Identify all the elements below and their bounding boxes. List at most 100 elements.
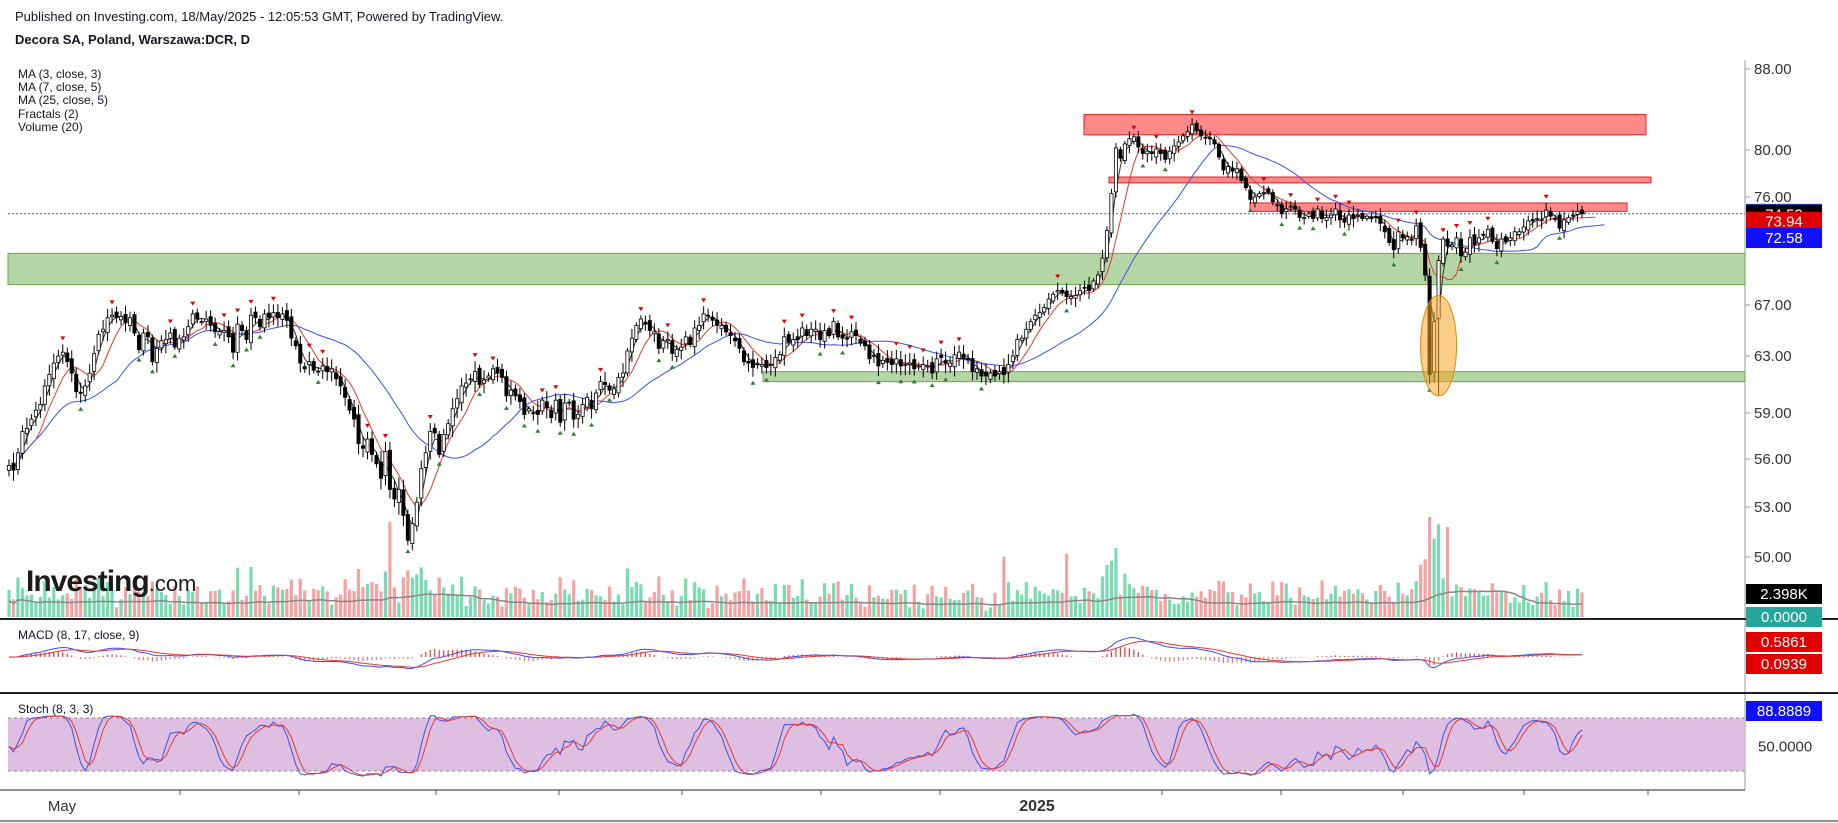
candle-body (818, 330, 823, 340)
candle-body (87, 372, 92, 383)
volume-bar (1405, 595, 1409, 617)
candle-body (1450, 244, 1455, 248)
volume-bar (970, 583, 975, 617)
study-ma-7[interactable]: MA (7, close, 5) (18, 80, 102, 94)
study-ma-25[interactable]: MA (25, close, 5) (18, 93, 109, 107)
candle-body (1230, 167, 1235, 172)
volume-bar (1056, 590, 1060, 617)
volume-bar (1248, 583, 1252, 617)
candle-body (840, 334, 845, 339)
volume-bar (159, 592, 163, 617)
candle-body (1158, 149, 1163, 154)
volume-bar (755, 593, 760, 617)
volume-bar (1441, 578, 1445, 617)
volume-bar (1356, 589, 1360, 617)
fractal-down-marker (1064, 308, 1070, 313)
candle-body (1037, 312, 1042, 318)
candle-body (1521, 226, 1526, 233)
volume-bar (1221, 581, 1226, 617)
study-fractals[interactable]: Fractals (2) (18, 107, 79, 121)
candle-body (603, 382, 608, 385)
volume-bar (1387, 596, 1391, 617)
candle-body (1476, 237, 1481, 244)
candle-body (585, 396, 590, 408)
macd-badge: 0.5861 (1761, 634, 1807, 651)
candle-body (629, 337, 634, 353)
candle-body (347, 399, 352, 411)
volume-bar (164, 595, 168, 617)
candle-body (894, 358, 899, 365)
volume-bar (764, 600, 768, 617)
candle-body (217, 331, 222, 336)
study-ma-3[interactable]: MA (3, close, 3) (18, 67, 102, 81)
candle-body (1535, 218, 1540, 221)
candle-body (576, 414, 581, 419)
volume-bar (1486, 595, 1490, 617)
candle-body (1311, 210, 1316, 220)
fractal-up-marker (365, 423, 371, 428)
candle-body (150, 337, 155, 363)
fractal-down-marker (557, 430, 563, 435)
volume-bar (419, 567, 423, 617)
study-volume[interactable]: Volume (20) (18, 120, 83, 134)
volume-bar (114, 607, 119, 617)
resistance-zone (1108, 176, 1652, 184)
candle-body (930, 362, 935, 374)
candle-body (1127, 138, 1132, 146)
candle-body (1338, 210, 1343, 221)
volume-bar (316, 590, 320, 617)
volume-bar (1266, 601, 1270, 617)
candle-body (925, 365, 930, 368)
candle-body (540, 399, 545, 412)
candle-body (970, 358, 975, 373)
volume-bar (1065, 553, 1069, 617)
candle-body (226, 326, 231, 338)
candle-body (1454, 237, 1459, 249)
volume-bar (688, 599, 692, 617)
candle-body (419, 468, 424, 499)
candle-body (598, 381, 603, 391)
fractal-down-marker (840, 350, 846, 355)
candle-body (979, 369, 984, 377)
fractal-down-marker (875, 380, 881, 385)
candle-body (1517, 231, 1522, 235)
volume-bar (1499, 591, 1503, 617)
volume-bar (356, 569, 361, 617)
stoch-title[interactable]: Stoch (8, 3, 3) (18, 702, 94, 716)
candle-body (1252, 196, 1257, 204)
price-tick-label: 76.00 (1754, 189, 1792, 206)
volume-bar (589, 590, 594, 617)
candle-body (168, 332, 173, 339)
fractal-down-marker (929, 383, 935, 388)
candle-body (29, 418, 34, 426)
price-badge-bg (1746, 228, 1822, 249)
candle-body (715, 319, 720, 326)
volume-bar (74, 578, 78, 617)
volume-bar (1414, 580, 1418, 617)
volume-bar (1477, 591, 1481, 617)
volume-bar (1069, 596, 1073, 617)
candle-body (459, 385, 464, 404)
fractal-down-marker (943, 377, 949, 382)
volume-bar (1087, 591, 1091, 617)
volume-bar (1428, 517, 1432, 617)
volume-bar (244, 595, 249, 617)
volume-bar (670, 590, 674, 617)
volume-bar (643, 601, 647, 617)
volume-bar (352, 591, 356, 617)
volume-bar (1423, 559, 1427, 617)
volume-bar (719, 596, 724, 617)
candle-body (65, 352, 70, 363)
candle-body (60, 351, 65, 356)
volume-bar (912, 584, 916, 617)
volume-bar (576, 600, 580, 617)
macd-title[interactable]: MACD (8, 17, close, 9) (18, 628, 140, 642)
volume-bar (1168, 599, 1172, 617)
volume-badge-bg (1746, 584, 1822, 604)
price-tick-label: 63.00 (1754, 348, 1792, 365)
volume-bar (952, 600, 957, 617)
fractal-up-marker (665, 323, 671, 328)
fractal-up-marker (1131, 125, 1137, 130)
volume-badge-bg (1746, 607, 1822, 627)
